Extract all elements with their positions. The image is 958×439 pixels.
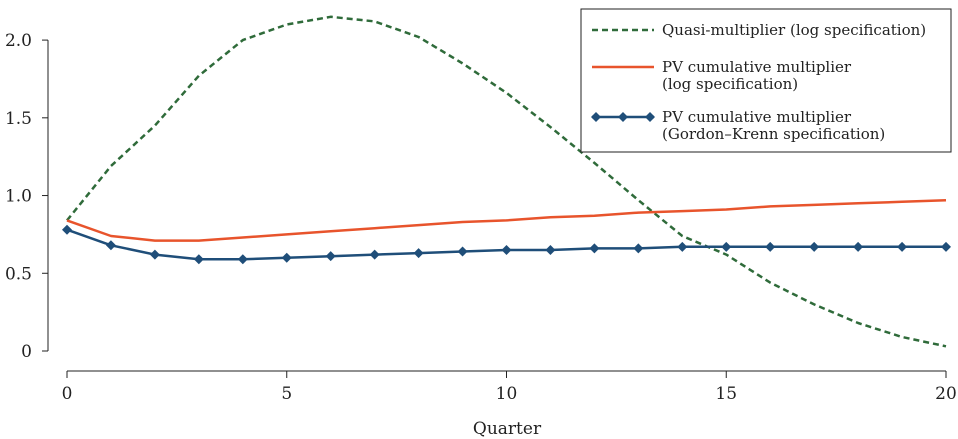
series-3-point	[589, 243, 600, 254]
series-3-point	[105, 240, 116, 251]
legend-swatch-marker	[591, 112, 601, 122]
x-tick-label: 15	[715, 384, 737, 404]
series-3-point	[765, 241, 776, 252]
series-3-point	[501, 244, 512, 255]
x-tick-label: 20	[935, 384, 957, 404]
series-3-point	[809, 241, 820, 252]
series-3-point	[721, 241, 732, 252]
series-3-point	[369, 249, 380, 260]
y-tick-label: 2.0	[5, 31, 32, 51]
legend: Quasi-multiplier (log specification) PV c…	[580, 8, 952, 153]
series-3-point	[853, 241, 864, 252]
series-3-point	[413, 248, 424, 259]
series-line-2	[66, 198, 947, 242]
series-3-point	[281, 252, 292, 263]
series-3-point	[897, 241, 908, 252]
y-tick-label: 1.5	[5, 109, 32, 129]
legend-box	[580, 8, 952, 153]
series-3-point	[237, 254, 248, 265]
series-3-point	[677, 241, 688, 252]
legend-label-1: Quasi-multiplier (log specification)	[662, 21, 926, 39]
x-axis-title: Quarter	[473, 419, 542, 439]
series-3-point	[193, 254, 204, 265]
x-tick-label: 5	[281, 384, 292, 404]
series-3-point	[325, 251, 336, 262]
series-3-point	[545, 244, 556, 255]
y-tick-label: 0	[21, 342, 32, 362]
legend-label-2: PV cumulative multiplier (log specificati…	[662, 58, 852, 93]
series-line-1	[66, 15, 947, 348]
x-tick-label: 10	[496, 384, 518, 404]
series-3-point	[633, 243, 644, 254]
series-3-point	[149, 249, 160, 260]
series-3-point	[457, 246, 468, 257]
x-tick-label: 0	[62, 384, 73, 404]
y-tick-label: 0.5	[5, 264, 32, 284]
legend-label-3: PV cumulative multiplier (Gordon–Krenn sp…	[662, 108, 885, 143]
legend-swatch-marker	[645, 112, 655, 122]
series-3-point	[941, 241, 951, 252]
plot-area	[62, 15, 951, 348]
series-3-point	[62, 224, 72, 235]
legend-swatch-marker	[618, 112, 628, 122]
x-axis: 0 5 10 15 20	[62, 370, 957, 404]
y-tick-label: 1.0	[5, 187, 32, 207]
y-axis: 0 0.5 1.0 1.5 2.0	[5, 31, 49, 362]
